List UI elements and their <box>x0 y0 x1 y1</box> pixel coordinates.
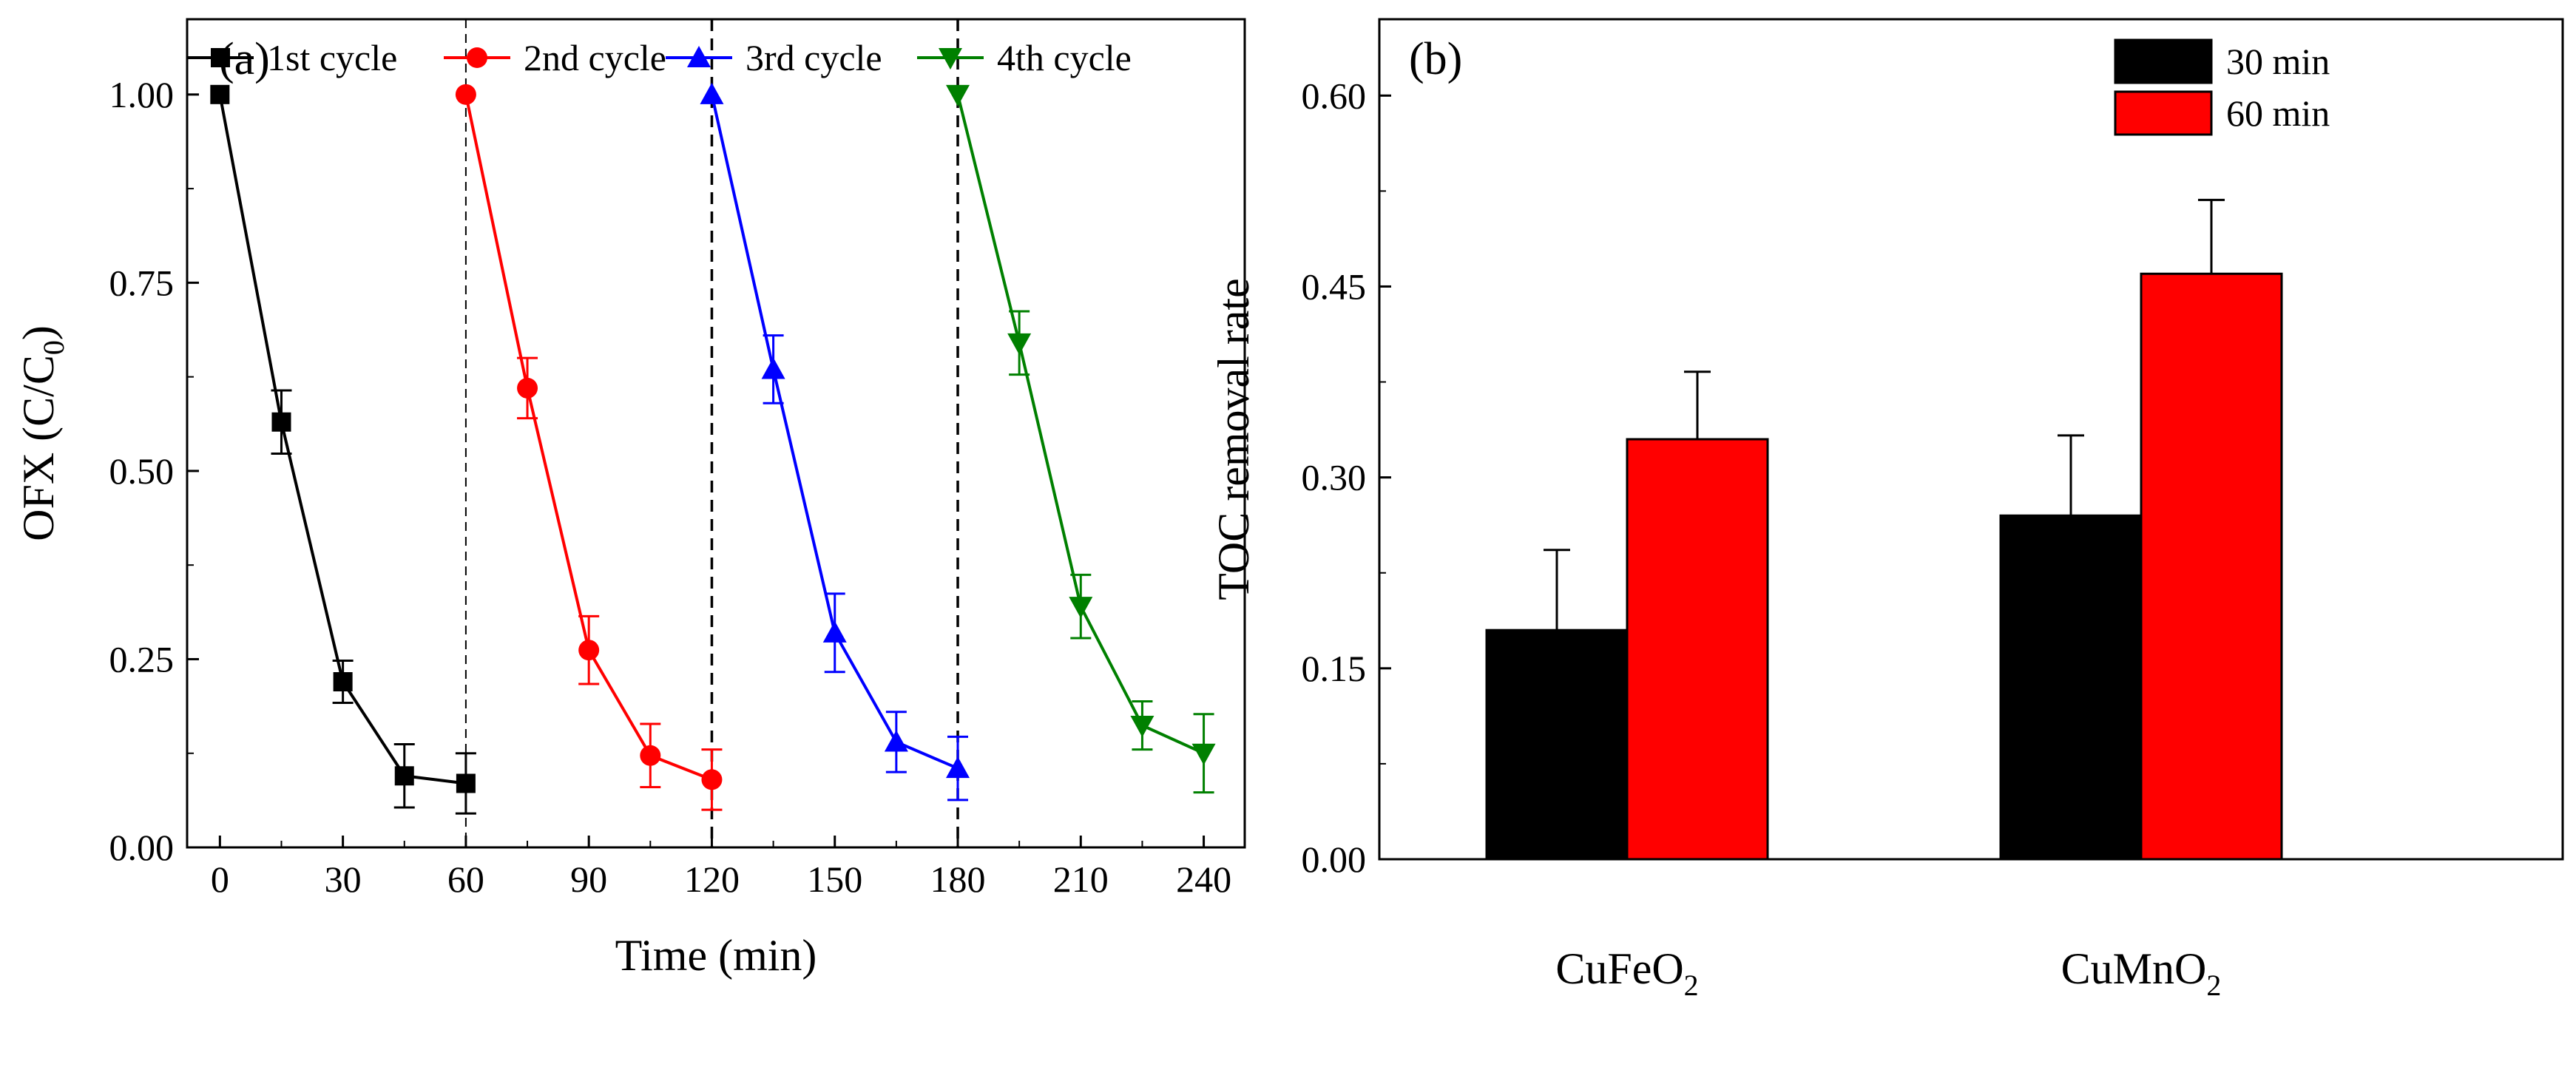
panel-b-frame <box>1378 18 2564 861</box>
series-group <box>210 82 1216 815</box>
panel-a-line-chart: (a) 0 30 60 90 120 150 180 210 240 0.000.250.500… <box>14 18 1246 980</box>
legend-label: 2nd cycle <box>524 37 666 78</box>
data-point <box>271 412 291 432</box>
bar <box>1626 438 1769 861</box>
data-point <box>1191 743 1216 765</box>
x-axis-label: Time (min) <box>615 931 817 980</box>
y-axis-label-main: OFX (C/C <box>14 355 63 541</box>
x-tick-label: 0 <box>211 858 229 900</box>
legend-label: 4th cycle <box>997 37 1132 78</box>
category-label: CuFeO2 <box>1555 944 1698 1002</box>
panel-b-label: (b) <box>1409 34 1462 84</box>
y-axis-label: OFX (C/C0) <box>14 325 70 541</box>
x-tick-label: 150 <box>807 858 862 900</box>
data-point <box>640 745 661 766</box>
y-tick-label: 1.00 <box>109 74 175 115</box>
legend-marker <box>687 46 711 67</box>
y-tick-label-b: 0.00 <box>1302 839 1367 880</box>
data-point <box>1007 333 1032 355</box>
legend-label: 1st cycle <box>267 37 397 78</box>
data-point <box>578 640 600 661</box>
x-tick-label: 60 <box>447 858 484 900</box>
data-point <box>1069 597 1093 619</box>
category-label-subscript: 2 <box>2206 969 2221 1002</box>
legend-swatch <box>2114 90 2213 136</box>
cycle-divider-group <box>464 19 959 847</box>
y-axis-label-b: TOC removal rate <box>1209 278 1258 600</box>
panel-a-frame <box>186 18 1246 849</box>
legend-label: 3rd cycle <box>746 37 882 78</box>
legend-marker <box>211 48 230 67</box>
y-tick-label: 0.75 <box>109 262 175 303</box>
legend: 1st cycle 2nd cycle 3rd cycle 4th cycle <box>187 37 1132 78</box>
x-tick-label: 30 <box>325 858 362 900</box>
bar <box>2140 272 2283 861</box>
y-tick-label-b: 0.30 <box>1302 457 1367 498</box>
bar <box>1999 514 2143 861</box>
data-point <box>700 82 724 104</box>
y-axis-ticks: 0.00 0.25 0.50 0.75 1.00 <box>109 74 199 868</box>
y-axis-label-subscript: 0 <box>37 340 70 355</box>
legend-label: 60 min <box>2226 92 2330 134</box>
y-tick-label: 0.50 <box>109 450 175 492</box>
data-point <box>517 377 538 399</box>
data-point <box>884 730 908 752</box>
legend-swatch <box>2114 38 2213 84</box>
legend-marker <box>939 48 962 70</box>
category-label-main: CuFeO <box>1555 944 1683 993</box>
category-label-main: CuMnO <box>2061 944 2207 993</box>
data-point <box>456 773 476 793</box>
data-point <box>394 766 414 786</box>
x-axis-ticks: 0 30 60 90 120 150 180 210 240 <box>211 836 1231 900</box>
data-point <box>1130 716 1155 738</box>
x-tick-label: 240 <box>1176 858 1231 900</box>
x-tick-label: 90 <box>570 858 607 900</box>
category-label: CuMnO2 <box>2061 944 2222 1002</box>
category-label-subscript: 2 <box>1684 969 1699 1002</box>
y-tick-label: 0.25 <box>109 638 175 680</box>
data-point <box>822 620 847 643</box>
data-point <box>701 769 723 790</box>
data-point <box>946 84 970 106</box>
data-point <box>946 756 970 779</box>
data-point <box>761 357 785 379</box>
y-tick-label-b: 0.60 <box>1302 75 1367 116</box>
series-line <box>956 94 1205 755</box>
x-tick-label: 180 <box>930 858 986 900</box>
legend-b: 30 min 60 min <box>2114 38 2330 136</box>
data-point <box>455 84 476 105</box>
legend-marker <box>467 47 487 68</box>
data-point <box>333 672 353 691</box>
x-tick-label: 210 <box>1053 858 1109 900</box>
x-tick-label: 120 <box>684 858 740 900</box>
y-tick-label: 0.00 <box>109 827 175 868</box>
legend-label: 30 min <box>2226 41 2330 82</box>
y-axis-label-close: ) <box>14 325 63 340</box>
bar <box>1485 629 1629 861</box>
data-point <box>210 84 230 104</box>
y-tick-label-b: 0.45 <box>1302 265 1367 307</box>
panel-b-bar-chart: (b) 0.000.150.300.450.60 CuFeO2 CuMnO2 30… <box>1209 18 2564 1002</box>
y-axis-ticks-b: 0.00 0.15 0.30 0.45 0.60 <box>1302 75 1391 880</box>
y-tick-label-b: 0.15 <box>1302 648 1367 689</box>
bar-group <box>1485 198 2283 861</box>
category-labels: CuFeO2 CuMnO2 <box>1555 944 2221 1002</box>
